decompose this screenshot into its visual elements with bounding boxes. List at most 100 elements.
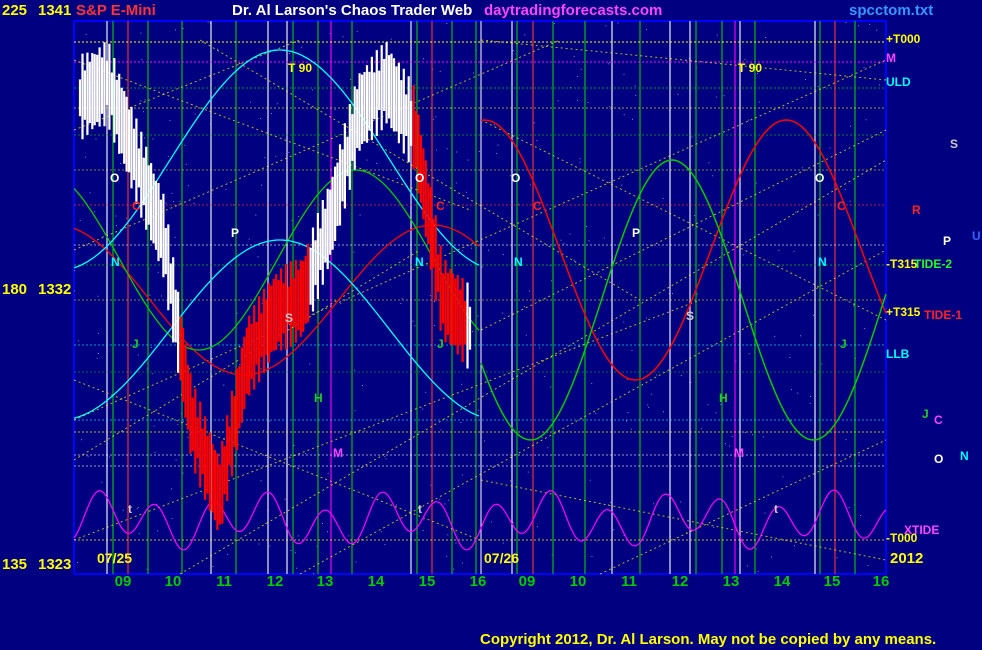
background-dot [765, 37, 767, 38]
background-dot [151, 196, 153, 198]
background-dot [551, 554, 553, 556]
background-dot [467, 159, 469, 161]
background-dot [209, 22, 211, 24]
scale-mid-label: 180 [2, 281, 28, 298]
background-dot [154, 451, 156, 453]
tide-1-curve-day1 [73, 224, 480, 376]
background-dot [144, 99, 146, 101]
background-dot [648, 406, 650, 408]
background-dot [579, 158, 581, 160]
background-dot [447, 499, 449, 501]
background-dot [354, 410, 356, 412]
panel-label-h: H [314, 391, 323, 405]
background-dot [731, 435, 733, 437]
background-dot [173, 201, 175, 203]
background-dot [74, 270, 75, 272]
label-r: R [912, 203, 921, 217]
x-tick-label: 09 [519, 573, 536, 590]
background-dot [298, 216, 300, 217]
background-dot [396, 178, 398, 179]
background-dot [233, 204, 235, 206]
background-dot [746, 565, 748, 567]
background-dot [609, 106, 610, 108]
background-dot [724, 443, 726, 445]
background-dot [700, 428, 702, 430]
background-dot [529, 290, 530, 292]
date-day1: 07/25 [97, 550, 133, 566]
panel-label-p-2: P [632, 226, 641, 240]
background-dot [794, 545, 796, 547]
background-dot [143, 111, 145, 113]
background-dot [340, 303, 342, 305]
background-dot [829, 147, 831, 149]
background-dot [826, 496, 828, 498]
background-dot [863, 327, 865, 329]
background-dot [462, 562, 463, 564]
background-dot [619, 176, 621, 178]
background-dot [524, 306, 525, 308]
background-dot [342, 36, 344, 38]
copyright-text: Copyright 2012, Dr. Al Larson. May not b… [480, 631, 937, 648]
panel-label-j-3: J [840, 337, 847, 351]
background-dot [752, 434, 754, 436]
background-dot [146, 568, 148, 570]
background-dot [268, 420, 270, 422]
background-dot [264, 157, 266, 159]
background-dot [237, 423, 239, 425]
background-dot [453, 568, 455, 570]
background-dot [152, 138, 154, 140]
background-dot [573, 55, 575, 57]
background-dot [869, 23, 870, 25]
background-dot [265, 523, 266, 525]
background-dot [171, 192, 173, 194]
diagonal-line [299, 249, 887, 575]
background-dot [713, 526, 715, 528]
background-dot [432, 68, 434, 70]
background-dot [656, 374, 658, 376]
panel-label-p: P [231, 226, 240, 240]
price-bars [78, 42, 472, 531]
background-dot [447, 534, 449, 536]
background-dot [512, 522, 514, 524]
background-dot [260, 118, 261, 119]
background-dot [510, 480, 512, 482]
panel-label-c-2: C [436, 199, 445, 213]
background-dot [401, 298, 403, 300]
background-dot [184, 144, 186, 146]
background-dot [756, 548, 758, 550]
background-dot [140, 32, 142, 34]
page-title: Dr. Al Larson's Chaos Trader Web [232, 2, 473, 19]
label-tide1: TIDE-1 [924, 308, 963, 322]
background-dot [735, 360, 737, 362]
label-t315-minus: -T315 [886, 257, 918, 271]
x-tick-label: 15 [419, 573, 436, 590]
background-dot [175, 459, 177, 461]
panel-label-j: J [132, 337, 139, 351]
background-dot [429, 295, 431, 297]
background-dot [165, 202, 167, 204]
background-dot [94, 211, 96, 213]
background-dot [845, 22, 847, 23]
x-tick-label: 10 [570, 573, 587, 590]
background-dot [529, 184, 531, 186]
x-tick-label: 10 [165, 573, 182, 590]
background-dot [313, 573, 315, 575]
x-tick-label: 11 [216, 573, 232, 590]
background-dot [102, 236, 104, 238]
background-dot [729, 445, 731, 447]
background-dot [688, 57, 690, 59]
background-dot [120, 163, 122, 164]
background-dot [758, 101, 760, 103]
background-dot [440, 429, 442, 431]
background-dot [353, 251, 355, 253]
background-dot [98, 353, 99, 354]
background-dot [801, 167, 803, 169]
background-dot [288, 151, 290, 153]
site-link[interactable]: daytradingforecasts.com [484, 2, 663, 19]
background-dot [610, 501, 612, 503]
background-dot [809, 403, 811, 404]
background-dot [171, 488, 172, 490]
background-dot [865, 119, 867, 121]
background-dot [619, 108, 621, 110]
background-dot [236, 312, 238, 314]
